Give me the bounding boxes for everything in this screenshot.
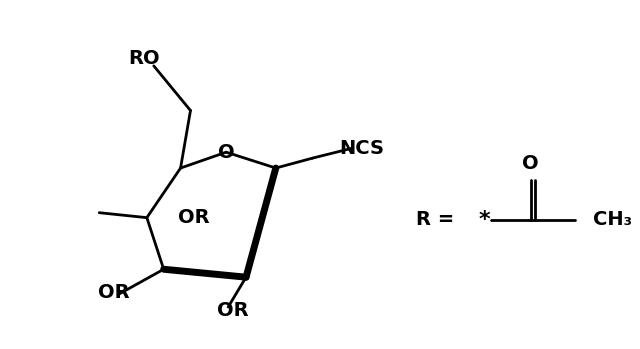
Text: CH₃: CH₃ <box>593 210 632 229</box>
Text: OR: OR <box>218 302 249 320</box>
Text: OR: OR <box>178 208 209 227</box>
Text: *: * <box>478 210 490 230</box>
Text: O: O <box>218 143 234 162</box>
Text: RO: RO <box>128 50 159 68</box>
Text: NCS: NCS <box>340 139 385 158</box>
Text: OR: OR <box>99 283 130 302</box>
Text: R =: R = <box>417 210 461 229</box>
Text: O: O <box>522 154 539 173</box>
